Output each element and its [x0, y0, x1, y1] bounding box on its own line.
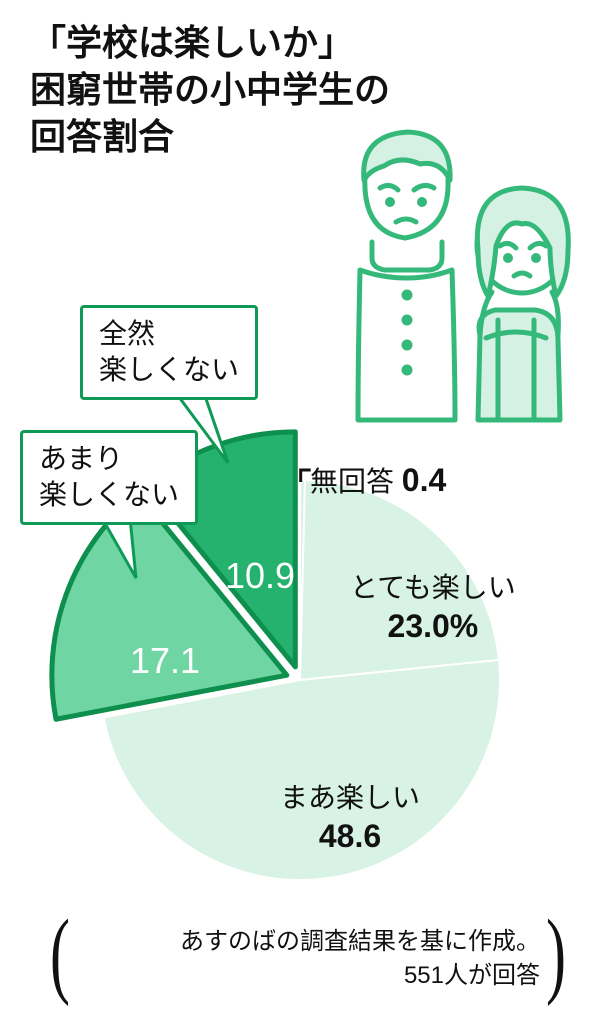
footnote-line2: 551人が回答 — [404, 962, 540, 989]
label-no-answer: 無回答 0.4 — [310, 460, 446, 502]
callout-not-much: あまり 楽しくない — [20, 430, 198, 525]
label-very-fun: とても楽しい 23.0% — [350, 570, 516, 648]
label-somewhat-fun: まあ楽しい 48.6 — [280, 780, 420, 858]
callout-not-at-all-line1: 全然 — [99, 318, 155, 349]
footnote: あすのばの調査結果を基に作成。 551人が回答 — [80, 925, 540, 992]
label-very-fun-text: とても楽しい — [350, 572, 516, 603]
callout-not-at-all: 全然 楽しくない — [80, 305, 258, 400]
value-not-much: 17.1 — [130, 640, 200, 682]
footnote-line1: あすのばの調査結果を基に作成。 — [180, 928, 540, 955]
label-somewhat-fun-value: 48.6 — [319, 818, 381, 854]
value-not-at-all: 10.9 — [225, 555, 295, 597]
callout-not-much-line1: あまり — [39, 443, 123, 474]
footnote-paren-right: ) — [546, 899, 566, 1009]
label-no-answer-value: 0.4 — [402, 462, 446, 498]
label-no-answer-text: 無回答 — [310, 466, 394, 497]
callout-not-at-all-line2: 楽しくない — [99, 354, 239, 385]
footnote-paren-left: ( — [50, 899, 70, 1009]
callout-not-much-line2: 楽しくない — [39, 479, 179, 510]
label-very-fun-value: 23.0% — [388, 608, 479, 644]
label-somewhat-fun-text: まあ楽しい — [280, 782, 420, 813]
